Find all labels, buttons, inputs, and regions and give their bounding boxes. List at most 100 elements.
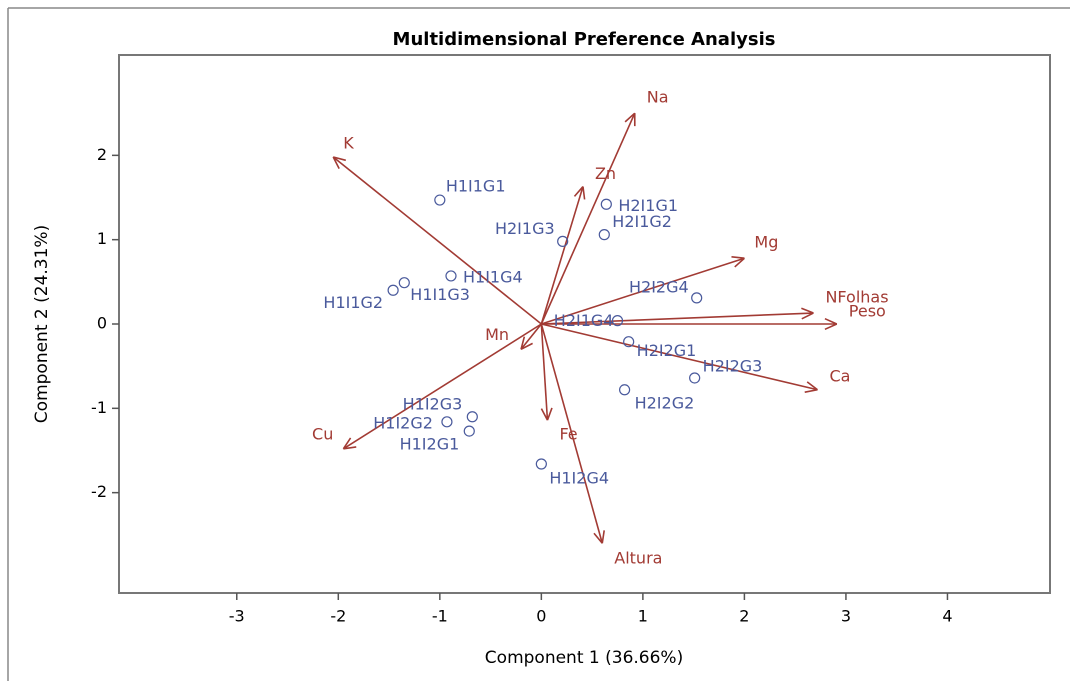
point <box>463 425 475 437</box>
x-tick-label: 3 <box>841 607 851 626</box>
vector-line <box>342 323 542 450</box>
point <box>689 372 701 384</box>
vector-line <box>546 407 553 421</box>
vector-line <box>343 446 357 450</box>
vector <box>342 323 542 450</box>
vector-line <box>540 323 549 421</box>
x-tick-label: -1 <box>432 607 448 626</box>
vector-label: NFolhas <box>825 288 888 307</box>
vector-line <box>540 408 549 421</box>
point <box>434 194 446 206</box>
vector-label: K <box>343 134 354 153</box>
vector-label: Peso <box>849 302 886 321</box>
point <box>611 315 624 327</box>
vector <box>540 186 586 325</box>
vector-line <box>582 186 586 200</box>
point-label: H1I1G1 <box>446 177 506 196</box>
chart-title: Multidimensional Preference Analysis <box>393 29 776 50</box>
vector-line <box>332 156 340 169</box>
vector-line <box>806 381 818 391</box>
point <box>535 458 547 470</box>
point-label: H1I1G2 <box>323 293 383 312</box>
vector-line <box>801 307 814 314</box>
vector-label: Mn <box>485 325 509 344</box>
vector <box>540 323 553 421</box>
vector-line <box>824 323 838 331</box>
vector <box>541 307 814 325</box>
vector-line <box>520 323 542 350</box>
vector-line <box>540 112 636 325</box>
vector-label: Altura <box>614 549 662 568</box>
point <box>387 284 399 296</box>
point-label: H1I2G3 <box>403 394 463 413</box>
x-tick-label: 2 <box>739 607 749 626</box>
point-label: H2I1G2 <box>612 212 672 231</box>
vector <box>540 112 636 325</box>
vector-line <box>333 156 347 162</box>
point <box>598 229 610 241</box>
vector-line <box>734 257 745 268</box>
y-tick-label: -1 <box>91 398 107 417</box>
point <box>557 235 569 247</box>
x-tick-label: 4 <box>942 607 952 626</box>
point-label: H2I2G2 <box>635 393 695 412</box>
vector-label: Na <box>647 88 669 107</box>
vector-label: Fe <box>559 425 577 444</box>
vector-line <box>804 388 818 393</box>
vector-line <box>541 323 818 391</box>
vector-label: Ca <box>830 366 851 385</box>
vector <box>520 323 542 351</box>
x-tick-label: -2 <box>330 607 346 626</box>
point <box>398 277 410 289</box>
vector-line <box>541 257 745 325</box>
point-label: H1I2G4 <box>549 468 609 487</box>
vector-line <box>540 323 604 544</box>
point-label: H2I1G4 <box>554 311 614 330</box>
vector-line <box>801 312 814 320</box>
point-label: H2I2G3 <box>703 356 763 375</box>
vector-line <box>342 437 352 450</box>
vector <box>541 317 838 331</box>
vector-line <box>601 530 605 544</box>
point <box>623 336 635 348</box>
point-label: H2I1G1 <box>618 196 678 215</box>
vector <box>540 323 605 544</box>
vector-line <box>624 112 636 123</box>
point <box>691 292 703 304</box>
point-label: H1I1G4 <box>463 267 523 286</box>
vector-line <box>593 532 603 544</box>
vector-line <box>332 156 542 325</box>
point-label: H1I2G2 <box>373 413 433 432</box>
point <box>600 198 612 210</box>
point-label: H1I1G3 <box>410 285 470 304</box>
point-label: H2I2G1 <box>637 341 697 360</box>
vector-line <box>540 186 584 325</box>
vector-label: Zn <box>595 164 616 183</box>
point <box>466 411 478 423</box>
y-tick-label: 0 <box>97 314 107 333</box>
vector <box>541 256 745 325</box>
x-tick-label: -3 <box>229 607 245 626</box>
point-label: H2I1G3 <box>495 219 555 238</box>
vector-label: Cu <box>312 424 333 443</box>
point-label: H2I2G4 <box>629 277 689 296</box>
y-tick-label: -2 <box>91 482 107 501</box>
x-tick-label: 1 <box>638 607 648 626</box>
y-tick-label: 1 <box>97 229 107 248</box>
point-label: H1I2G1 <box>400 435 460 454</box>
vector-line <box>520 342 533 351</box>
x-tick-label: 0 <box>536 607 546 626</box>
point <box>619 384 631 396</box>
vector-label: Mg <box>754 233 778 252</box>
vector <box>541 323 818 393</box>
point <box>441 416 453 428</box>
x-axis-label: Component 1 (36.66%) <box>485 648 683 668</box>
vector <box>332 156 542 325</box>
point <box>445 270 457 282</box>
y-tick-label: 2 <box>97 145 107 164</box>
vector-line <box>541 312 814 325</box>
vector-line <box>731 256 745 260</box>
vector-line <box>573 186 584 197</box>
vector-line <box>824 317 838 325</box>
